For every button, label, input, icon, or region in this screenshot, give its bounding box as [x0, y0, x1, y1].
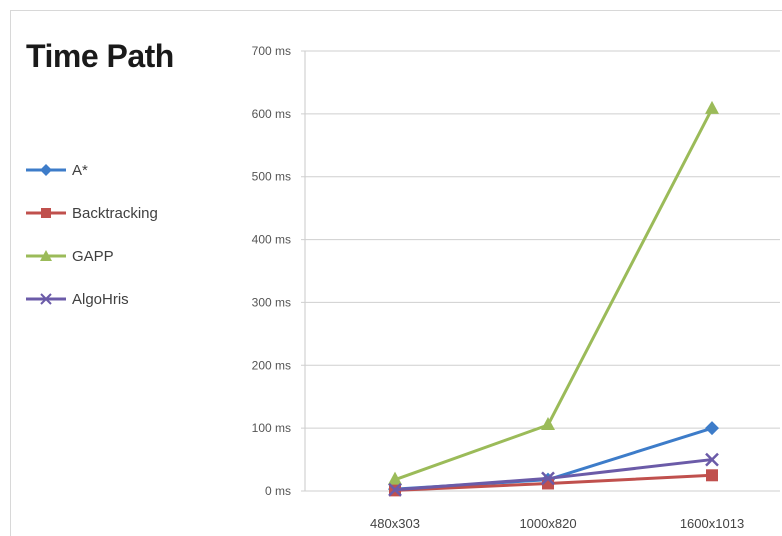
series-line	[394, 108, 714, 482]
x-tick-label: 480x303	[370, 516, 420, 531]
legend-swatch-backtracking-icon	[26, 208, 66, 218]
legend-item-algohris: AlgoHris	[24, 289, 158, 309]
y-tick-label: 300 ms	[252, 295, 291, 309]
legend-label-a-star: A*	[72, 161, 88, 179]
y-axis-ticks: 0 ms 100 ms 200 ms 300 ms 400 ms 500 ms 600 ms…	[252, 44, 291, 498]
y-tick-label: 400 ms	[252, 233, 291, 247]
gridlines	[301, 50, 780, 492]
legend-label-gapp: GAPP	[72, 247, 114, 265]
legend-swatch-gapp-icon	[26, 250, 66, 261]
series-lines	[388, 100, 719, 497]
chart-legend: A* Backtracking GAPP AlgoHris	[24, 160, 158, 332]
data-point	[706, 469, 718, 482]
y-tick-label: 200 ms	[252, 358, 291, 372]
y-tick-label: 600 ms	[252, 107, 291, 121]
data-point	[705, 100, 719, 114]
legend-item-a-star: A*	[24, 160, 158, 180]
legend-label-algohris: AlgoHris	[72, 290, 129, 308]
series-gapp	[388, 100, 719, 485]
legend-item-gapp: GAPP	[24, 246, 158, 266]
y-tick-label: 500 ms	[252, 170, 291, 184]
series-algohris	[388, 452, 719, 497]
data-point	[705, 421, 719, 436]
chart-frame	[10, 10, 782, 536]
y-tick-label: 100 ms	[252, 421, 291, 435]
chart-title: Time Path	[26, 38, 174, 74]
y-tick-label: 0 ms	[265, 484, 291, 498]
data-point	[388, 471, 402, 485]
legend-swatch-a-star-icon	[26, 164, 66, 176]
data-point	[388, 482, 402, 497]
data-point	[705, 452, 719, 467]
y-tick-label: 700 ms	[252, 44, 291, 58]
x-tick-label: 1000x820	[519, 516, 576, 531]
data-point	[541, 417, 555, 430]
x-axis-ticks: 480x303 1000x820 1600x1013	[370, 516, 744, 531]
legend-swatch-algohris-icon	[26, 293, 66, 305]
data-point	[541, 471, 555, 486]
legend-item-backtracking: Backtracking	[24, 203, 158, 223]
legend-label-backtracking: Backtracking	[72, 204, 158, 222]
x-tick-label: 1600x1013	[680, 516, 744, 531]
